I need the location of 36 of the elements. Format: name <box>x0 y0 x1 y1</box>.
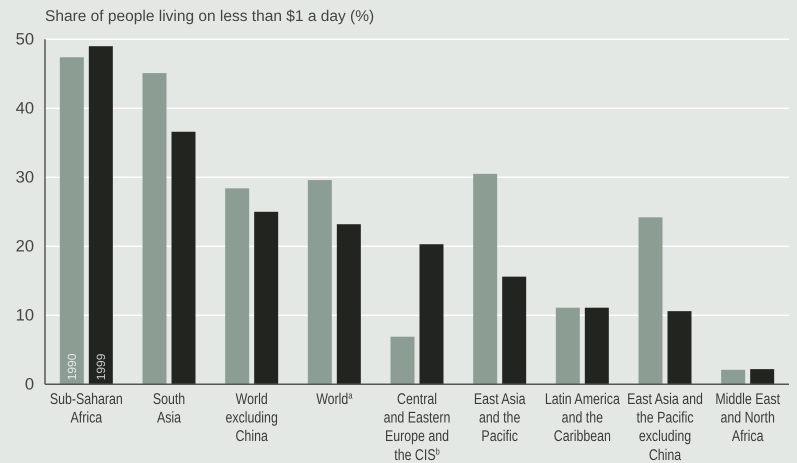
x-tick-label: East Asia and the Pacific <box>474 390 526 445</box>
x-tick-label: World$^{a}$ <box>316 390 353 408</box>
y-tick-label: 10 <box>16 306 34 325</box>
bar <box>638 217 662 384</box>
bar <box>390 336 414 384</box>
y-tick-label: 40 <box>16 100 34 118</box>
bar <box>556 308 580 384</box>
bar <box>473 174 498 384</box>
x-tick-label: Latin America and the Caribbean <box>544 390 620 445</box>
x-tick-label: East Asia and the Pacific excluding China <box>627 390 703 463</box>
bar <box>254 212 278 384</box>
bar <box>502 276 526 384</box>
y-axis-title: Share of people living on less than $1 a day (%) <box>45 8 374 25</box>
bar <box>88 46 113 384</box>
y-tick-label: 20 <box>16 238 34 256</box>
x-tick-label: World excluding China <box>226 390 278 445</box>
bar <box>668 311 692 384</box>
bar <box>172 132 196 384</box>
y-tick-label: 0 <box>24 376 34 394</box>
x-tick-label: Central and Eastern Europe and the CIS$^{b}$ <box>384 390 450 463</box>
bar <box>308 180 332 384</box>
bar <box>142 73 166 384</box>
bar <box>336 224 361 384</box>
x-tick-label: Middle East and North Africa <box>715 390 780 445</box>
y-tick-label: 50 <box>16 30 34 49</box>
series-label: 1990 <box>64 353 79 380</box>
y-tick-label: 30 <box>16 168 34 187</box>
bar <box>225 188 250 384</box>
bar <box>584 308 609 384</box>
bar <box>60 57 84 384</box>
bar <box>750 369 774 384</box>
series-label: 1999 <box>94 353 108 380</box>
bar <box>721 370 746 384</box>
x-tick-label: Sub-Saharan Africa <box>50 390 123 426</box>
x-tick-label: South Asia <box>152 390 186 426</box>
bar <box>420 244 444 384</box>
